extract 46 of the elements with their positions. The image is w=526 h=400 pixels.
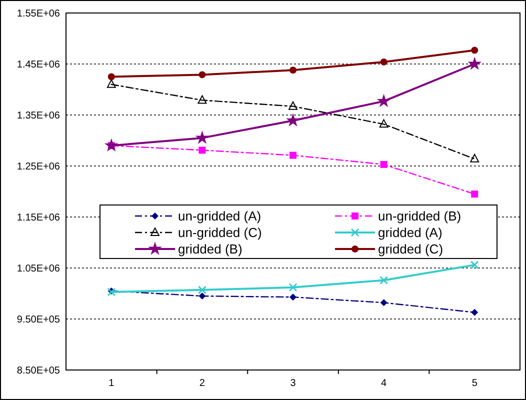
y-tick-label: 1.45E+06 <box>16 60 60 70</box>
point <box>380 299 388 306</box>
point <box>290 66 296 74</box>
point <box>288 283 298 292</box>
point <box>104 138 118 152</box>
point <box>290 152 296 159</box>
x-tick-label: 3 <box>290 378 296 389</box>
point <box>376 94 391 108</box>
point <box>198 292 206 300</box>
point <box>468 56 482 70</box>
point <box>198 95 207 104</box>
x-tick-label: 2 <box>199 378 206 389</box>
point <box>286 113 300 127</box>
y-tick-label: 1.35E+06 <box>16 110 60 122</box>
point <box>379 119 388 128</box>
legend-label: gridded (C) <box>378 242 444 257</box>
point <box>106 79 116 88</box>
y-tick-label: 1.25E+06 <box>16 162 60 172</box>
y-tick-label: 8.50E+05 <box>16 366 60 376</box>
point <box>290 294 296 301</box>
point <box>380 160 388 168</box>
point <box>380 58 388 66</box>
legend-label: gridded (A) <box>378 225 442 240</box>
point <box>198 146 206 154</box>
legend-label: un-gridded (A) <box>178 208 262 224</box>
point <box>471 46 478 54</box>
x-tick-label: 1 <box>108 378 115 389</box>
point <box>108 73 115 80</box>
point <box>198 286 206 294</box>
x-tick-label: 5 <box>472 378 478 389</box>
legend-label: un-gridded (B) <box>378 208 462 224</box>
point <box>470 260 479 270</box>
point <box>470 154 480 162</box>
y-tick-label: 1.55E+06 <box>16 8 60 20</box>
point <box>288 101 298 110</box>
legend-label: gridded (B) <box>178 242 242 257</box>
y-tick-label: 9.50E+05 <box>16 314 60 326</box>
point <box>198 71 206 78</box>
y-tick-label: 1.15E+06 <box>16 212 60 224</box>
y-tick-label: 1.05E+06 <box>16 264 60 274</box>
point <box>471 190 478 198</box>
legend-label: un-gridded (C) <box>178 225 262 240</box>
x-tick-label: 4 <box>381 378 388 389</box>
point <box>471 308 478 316</box>
point <box>380 276 388 284</box>
point <box>195 130 210 144</box>
